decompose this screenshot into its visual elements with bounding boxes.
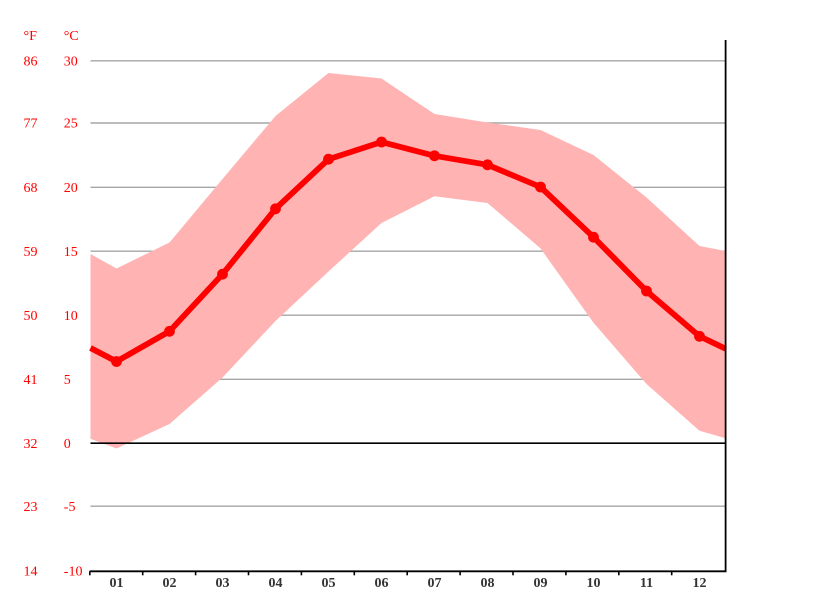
svg-text:-10: -10 — [64, 565, 83, 580]
svg-text:68: 68 — [24, 181, 38, 196]
svg-text:°F: °F — [24, 29, 38, 44]
svg-text:°C: °C — [64, 29, 79, 44]
svg-text:41: 41 — [24, 373, 38, 388]
svg-text:10: 10 — [64, 309, 78, 324]
svg-text:01: 01 — [110, 576, 124, 591]
svg-text:15: 15 — [64, 245, 78, 260]
svg-text:07: 07 — [428, 576, 442, 591]
svg-text:04: 04 — [269, 576, 283, 591]
svg-text:86: 86 — [24, 55, 38, 70]
svg-text:-5: -5 — [64, 500, 76, 515]
svg-text:10: 10 — [587, 576, 601, 591]
svg-text:11: 11 — [640, 576, 653, 591]
svg-text:12: 12 — [693, 576, 707, 591]
svg-text:06: 06 — [375, 576, 389, 591]
svg-text:5: 5 — [64, 373, 71, 388]
svg-text:25: 25 — [64, 117, 78, 132]
svg-text:30: 30 — [64, 55, 78, 70]
svg-text:05: 05 — [322, 576, 336, 591]
svg-text:59: 59 — [24, 245, 38, 260]
svg-text:0: 0 — [64, 437, 71, 452]
svg-text:77: 77 — [24, 117, 38, 132]
svg-text:14: 14 — [24, 565, 38, 580]
svg-text:08: 08 — [481, 576, 495, 591]
svg-text:50: 50 — [24, 309, 38, 324]
svg-text:02: 02 — [163, 576, 177, 591]
svg-text:20: 20 — [64, 181, 78, 196]
svg-text:09: 09 — [534, 576, 548, 591]
svg-text:03: 03 — [216, 576, 230, 591]
svg-text:23: 23 — [24, 500, 38, 515]
svg-text:32: 32 — [24, 437, 38, 452]
